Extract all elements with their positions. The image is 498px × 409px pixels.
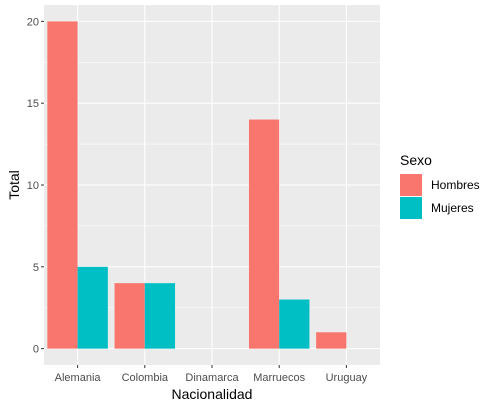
- x-tick-label: Dinamarca: [185, 372, 239, 384]
- y-tick-label: 20: [27, 16, 39, 28]
- legend-label-hombres: Hombres: [431, 178, 480, 192]
- legend-key-mujeres: [400, 197, 422, 219]
- bar-hombres-colombia: [114, 283, 145, 349]
- legend: Sexo Hombres Mujeres: [400, 152, 480, 219]
- y-tick-label: 0: [33, 344, 39, 356]
- bar-hombres-alemania: [47, 21, 78, 349]
- y-axis: 0 5 10 15 20: [27, 16, 44, 356]
- bar-hombres-uruguay: [316, 332, 347, 349]
- y-tick-label: 10: [27, 180, 39, 192]
- bar-mujeres-marruecos: [279, 299, 310, 349]
- y-axis-title: Total: [6, 170, 22, 200]
- bar-mujeres-colombia: [144, 283, 176, 349]
- x-axis: Alemania Colombia Dinamarca Marruecos Urugua…: [55, 365, 368, 384]
- y-tick-label: 15: [27, 98, 39, 110]
- legend-key-hombres: [400, 174, 422, 196]
- x-axis-title: Nacionalidad: [172, 386, 253, 402]
- x-tick-label: Uruguay: [326, 372, 368, 384]
- legend-label-mujeres: Mujeres: [431, 201, 474, 215]
- legend-title: Sexo: [400, 152, 432, 168]
- x-tick-label: Alemania: [55, 372, 102, 384]
- bar-mujeres-alemania: [77, 266, 108, 349]
- bars: [47, 21, 347, 349]
- bar-hombres-marruecos: [248, 119, 280, 349]
- x-tick-label: Colombia: [122, 372, 169, 384]
- x-tick-label: Marruecos: [253, 372, 305, 384]
- y-tick-label: 5: [33, 262, 39, 274]
